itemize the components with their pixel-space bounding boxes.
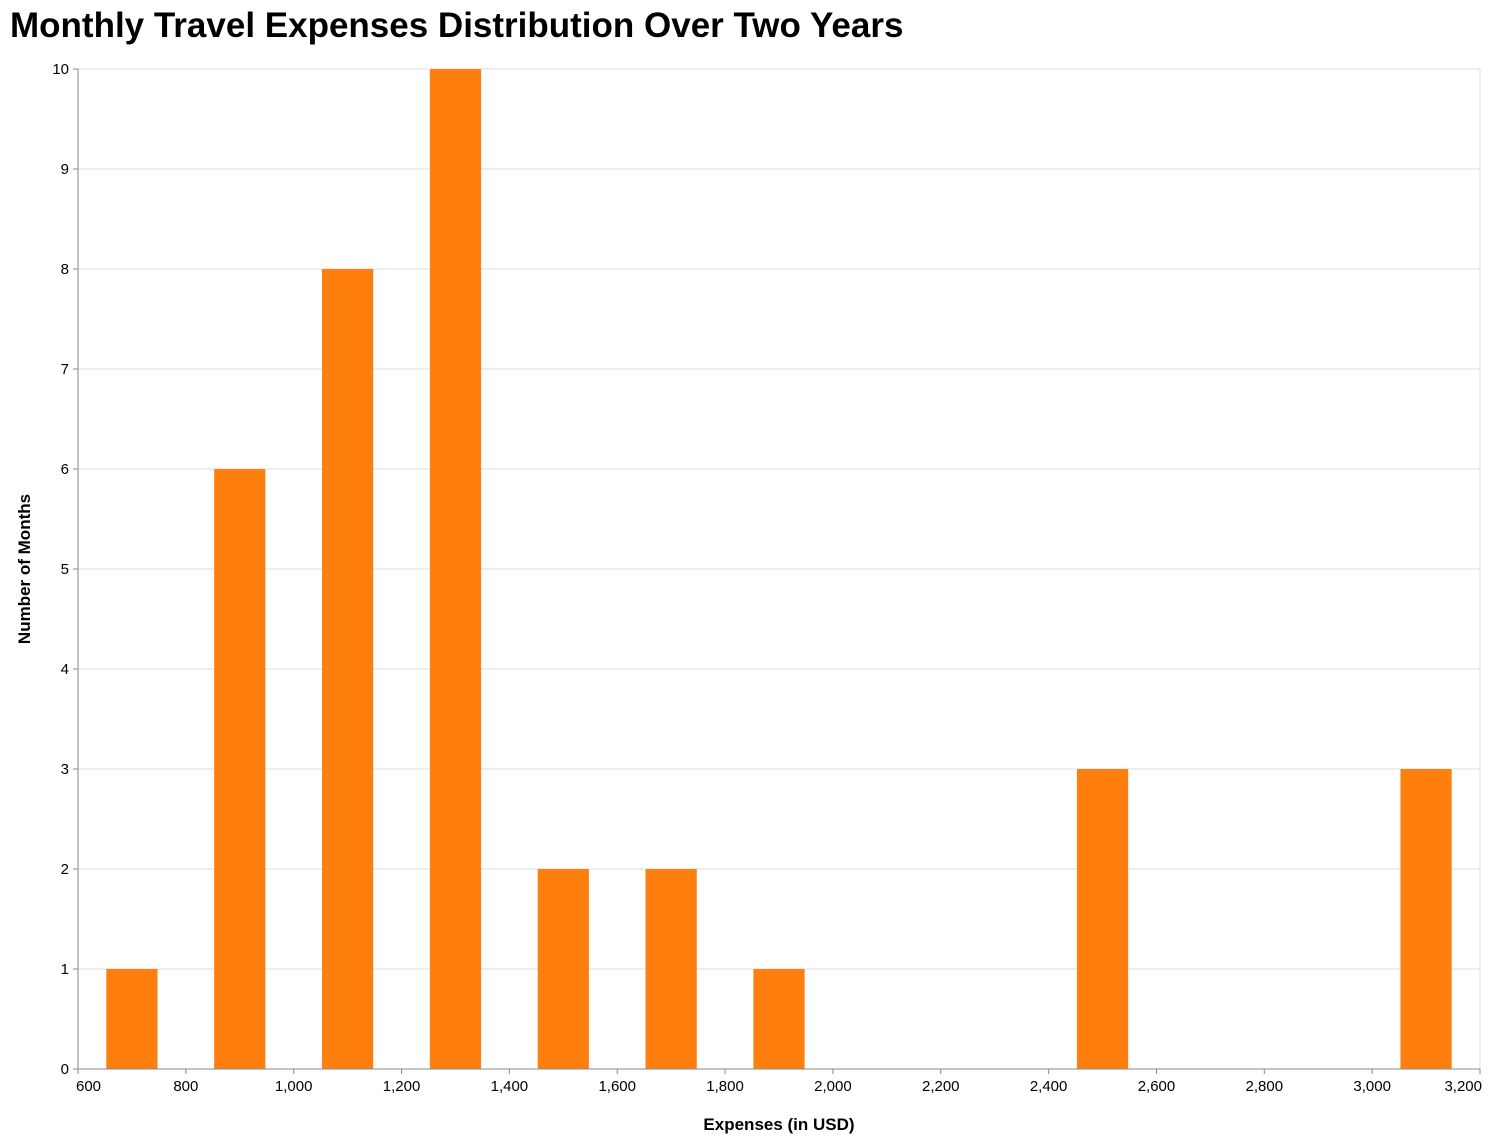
y-tick-label: 3 [61, 761, 69, 778]
y-tick-label: 5 [61, 561, 69, 578]
y-axis-label: Number of Months [15, 494, 34, 644]
bar [322, 269, 374, 1069]
y-tick-label: 9 [61, 161, 69, 178]
x-tick-label: 1,000 [275, 1078, 313, 1095]
y-axis: 0 1 2 3 4 5 6 7 8 9 10 [52, 61, 79, 1078]
bar [753, 969, 805, 1069]
bar [214, 469, 266, 1069]
x-tick-label: 3,000 [1353, 1078, 1391, 1095]
x-axis-label: Expenses (in USD) [703, 1115, 854, 1134]
y-tick-label: 2 [61, 861, 69, 878]
x-axis: 600 800 1,000 1,200 1,400 1,600 1,800 2,000 2,20… [76, 1068, 1482, 1095]
bar [537, 869, 589, 1069]
bar [1400, 769, 1452, 1069]
x-tick-label: 2,200 [922, 1078, 960, 1095]
x-tick-label: 2,400 [1030, 1078, 1068, 1095]
chart-title: Monthly Travel Expenses Distribution Ove… [10, 6, 904, 45]
bars [106, 69, 1452, 1069]
y-tick-label: 1 [61, 961, 69, 978]
y-tick-label: 6 [61, 461, 69, 478]
bar [429, 69, 482, 1069]
x-tick-label: 1,200 [383, 1078, 421, 1095]
x-tick-label: 1,600 [598, 1078, 636, 1095]
grid-lines [78, 68, 1481, 1070]
y-tick-label: 10 [52, 61, 69, 78]
bar [645, 869, 697, 1069]
x-tick-label: 2,600 [1138, 1078, 1176, 1095]
x-tick-label: 3,200 [1444, 1078, 1482, 1095]
y-tick-label: 7 [61, 361, 69, 378]
x-tick-label: 2,800 [1246, 1078, 1284, 1095]
bar [1076, 769, 1129, 1069]
x-tick-label: 1,800 [706, 1078, 744, 1095]
x-tick-label: 800 [173, 1078, 198, 1095]
y-tick-label: 4 [61, 661, 69, 678]
y-tick-label: 0 [61, 1061, 69, 1078]
y-tick-label: 8 [61, 261, 69, 278]
x-tick-label: 1,400 [491, 1078, 529, 1095]
bar [106, 969, 158, 1069]
x-tick-label: 2,000 [814, 1078, 852, 1095]
x-tick-label: 600 [76, 1078, 101, 1095]
